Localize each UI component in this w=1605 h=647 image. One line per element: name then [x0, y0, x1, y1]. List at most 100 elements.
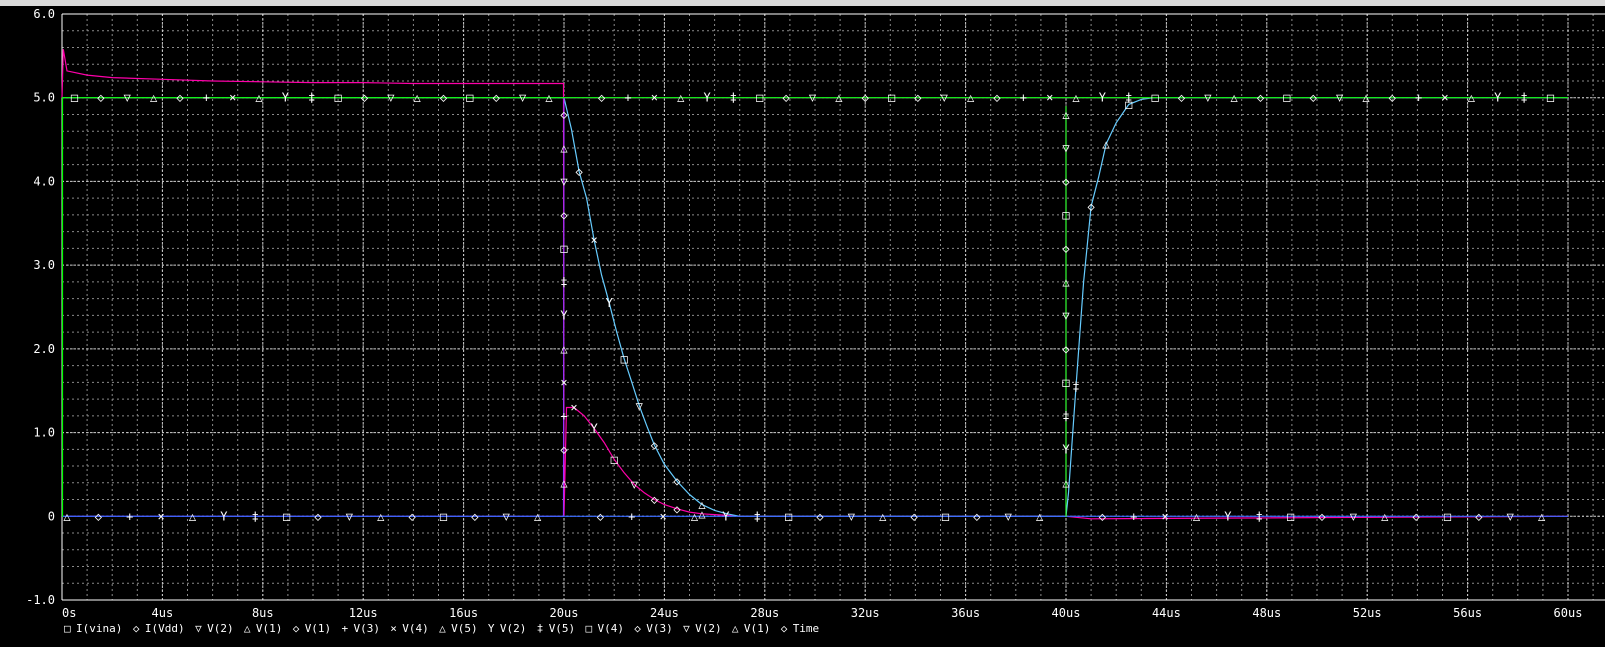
- trace-marker: △: [1072, 91, 1080, 105]
- trace-marker: □: [756, 91, 763, 105]
- x-tick-label: 32us: [851, 606, 880, 620]
- trace-marker: ◇: [673, 502, 681, 516]
- trace-marker: ◇: [911, 509, 919, 523]
- trace-marker: +: [1415, 91, 1422, 105]
- trace-marker: Y: [606, 296, 614, 310]
- trace-marker: Y: [560, 308, 568, 322]
- trace-marker: Y: [1494, 91, 1502, 105]
- trace-marker: □: [1125, 97, 1132, 111]
- trace-marker: ×: [560, 375, 567, 389]
- trace-marker: ◇: [783, 91, 791, 105]
- trace-marker: △: [1062, 476, 1070, 490]
- legend-symbol: □: [64, 622, 71, 635]
- x-tick-label: 40us: [1052, 606, 1081, 620]
- trace-marker: △: [967, 91, 975, 105]
- legend-label: V(1): [744, 622, 771, 635]
- traces: [61, 49, 1569, 520]
- trace-marker: ▽: [631, 477, 639, 491]
- trace-marker: △: [534, 509, 542, 523]
- trace-marker: △: [414, 91, 422, 105]
- trace-marker: ×: [660, 509, 667, 523]
- trace-marker: △: [698, 498, 706, 512]
- x-tick-label: 52us: [1353, 606, 1382, 620]
- trace-marker: ▽: [387, 91, 395, 105]
- trace-marker: △: [1231, 91, 1239, 105]
- legend-label: V(3): [354, 622, 381, 635]
- trace-marker: +: [1130, 509, 1137, 523]
- trace-marker: ‡: [560, 275, 567, 289]
- trace-marker: ×: [1162, 509, 1169, 523]
- x-tick-label: 12us: [349, 606, 378, 620]
- trace-marker: ▽: [941, 91, 949, 105]
- trace-marker: ‡: [308, 91, 315, 105]
- trace-marker: ◇: [1475, 509, 1483, 523]
- trace-marker: □: [1287, 509, 1294, 523]
- trace-marker: △: [1538, 509, 1546, 523]
- trace-marker: ◇: [97, 91, 105, 105]
- y-tick-label: 5.0: [33, 91, 55, 105]
- trace-marker: ▽: [503, 509, 511, 523]
- trace-marker: ‡: [1520, 91, 1527, 105]
- trace-marker: ◇: [973, 509, 981, 523]
- trace-marker: ◇: [862, 91, 870, 105]
- trace-marker: ◇: [409, 509, 417, 523]
- trace-marker: □: [71, 91, 78, 105]
- trace-marker: ◇: [560, 442, 568, 456]
- trace-marker: ◇: [560, 208, 568, 222]
- legend-label: V(5): [549, 622, 576, 635]
- trace-marker: △: [1381, 509, 1389, 523]
- trace-marker: ▽: [1507, 509, 1515, 523]
- trace-marker: ◇: [1062, 241, 1070, 255]
- legend-symbol: △: [439, 622, 446, 635]
- trace-marker: △: [1362, 91, 1370, 105]
- trace-marker: □: [1283, 91, 1290, 105]
- trace-marker: +: [1020, 91, 1027, 105]
- x-tick-label: 20us: [550, 606, 579, 620]
- trace-marker: ▽: [124, 91, 132, 105]
- legend: □ I(vina) ◇ I(Vdd) ▽ V(2) △ V(1) ◇ V(1) + V(3) × V(4)…: [64, 622, 819, 635]
- trace-marker: ×: [1046, 91, 1053, 105]
- trace-marker: △: [255, 91, 263, 105]
- trace-marker: △: [545, 91, 553, 105]
- trace-marker: ◇: [471, 509, 479, 523]
- legend-label: Time: [793, 622, 820, 635]
- trace-marker: △: [560, 342, 568, 356]
- trace-marker: ◇: [95, 509, 103, 523]
- trace-marker: □: [560, 241, 567, 255]
- trace-marker: Y: [220, 509, 228, 523]
- trace-marker: ◇: [314, 509, 322, 523]
- trace-marker: △: [691, 509, 699, 523]
- trace-marker: Y: [282, 91, 290, 105]
- trace-marker: ◇: [1389, 91, 1397, 105]
- x-tick-labels: 0s 4us 8us 12us 16us 20us 24us 28us 32us 36us 40us…: [62, 606, 1582, 620]
- legend-label: V(2): [207, 622, 234, 635]
- trace-marker: ‡: [1072, 380, 1079, 394]
- trace-marker: ◇: [598, 91, 606, 105]
- x-tick-label: 44us: [1152, 606, 1181, 620]
- trace-marker: ◇: [440, 91, 448, 105]
- x-tick-label: 0s: [62, 606, 76, 620]
- legend-symbol: ◇: [293, 622, 300, 635]
- x-tick-label: 60us: [1554, 606, 1583, 620]
- trace-marker: □: [942, 509, 949, 523]
- legend-symbol: △: [244, 622, 251, 635]
- trace-marker: □: [1444, 509, 1451, 523]
- trace-marker: ◇: [651, 493, 659, 507]
- trace-magenta: [61, 49, 1569, 520]
- trace-marker: ◇: [1318, 509, 1326, 523]
- plot-area-background: [62, 14, 1605, 600]
- trace-marker: ▽: [809, 91, 817, 105]
- trace-marker: ‡: [1256, 509, 1263, 523]
- legend-symbol: ◇: [133, 622, 140, 635]
- trace-marker: ▽: [519, 91, 527, 105]
- x-tick-label: 36us: [951, 606, 980, 620]
- trace-marker: ×: [229, 91, 236, 105]
- trace-marker: +: [628, 509, 635, 523]
- legend-symbol: ◇: [634, 622, 641, 635]
- trace-marker: ◇: [575, 164, 583, 178]
- trace-marker: □: [283, 509, 290, 523]
- y-tick-label: -1.0: [26, 593, 55, 607]
- x-tick-label: 8us: [252, 606, 274, 620]
- legend-label: I(vina): [76, 622, 122, 635]
- legend-label: V(3): [646, 622, 673, 635]
